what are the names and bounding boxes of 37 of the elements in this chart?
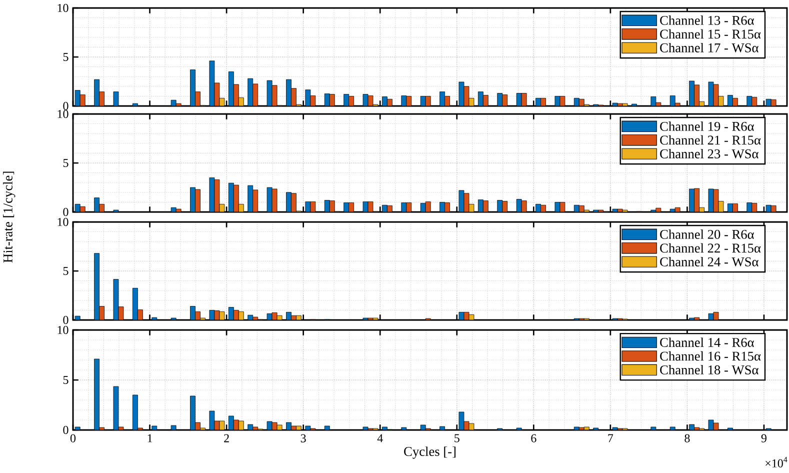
y-tick-label: 0 xyxy=(63,208,68,216)
x-tick-label: 7 xyxy=(608,434,614,442)
x-axis-title: Cycles [-] xyxy=(404,446,456,459)
y-axis-title: Hit-rate [1/cycle] xyxy=(3,172,16,263)
y-tick-label: 5 xyxy=(63,52,68,61)
legend-label: Channel 13 - R6α xyxy=(660,16,754,25)
legend-label: Channel 18 - WSα xyxy=(660,365,758,374)
y-tick-label: 10 xyxy=(58,110,68,118)
legend-label: Channel 20 - R6α xyxy=(660,230,754,239)
x-tick-label: 9 xyxy=(761,434,766,442)
x-tick-label: 3 xyxy=(300,434,306,442)
y-tick-label: 5 xyxy=(63,376,68,384)
x-tick-label: 2 xyxy=(224,434,229,442)
y-tick-label: 0 xyxy=(63,426,68,434)
text: ×10$^{4}$ xyxy=(766,456,788,468)
x-tick-label: 1 xyxy=(148,434,152,442)
legend-label: Channel 17 - WSα xyxy=(660,42,758,52)
legend-label: Channel 19 - R6α xyxy=(660,122,754,131)
y-tick-label: 0 xyxy=(63,102,68,110)
legend-label: Channel 14 - R6α xyxy=(660,338,754,347)
x-tick-label: 6 xyxy=(531,434,536,442)
x-tick-label: 0 xyxy=(70,434,76,442)
legend-label: Channel 21 - R15α xyxy=(660,135,761,145)
legend-label: Channel 24 - WSα xyxy=(660,256,758,266)
legend-label: Channel 22 - R15α xyxy=(660,243,761,253)
x-tick-label: 5 xyxy=(454,434,460,442)
x-tick-label: 8 xyxy=(684,434,690,442)
x-tick-label: 4 xyxy=(377,434,383,442)
legend-label: Channel 15 - R15α xyxy=(660,29,761,39)
legend-label: Channel 23 - WSα xyxy=(660,148,758,158)
legend-label: Channel 16 - R15α xyxy=(660,351,761,361)
y-tick-label: 10 xyxy=(58,4,68,12)
y-tick-label: 10 xyxy=(58,326,68,334)
y-tick-label: 5 xyxy=(63,158,68,167)
y-tick-label: 0 xyxy=(63,316,68,324)
y-tick-label: 10 xyxy=(58,218,68,226)
y-tick-label: 5 xyxy=(63,266,68,275)
